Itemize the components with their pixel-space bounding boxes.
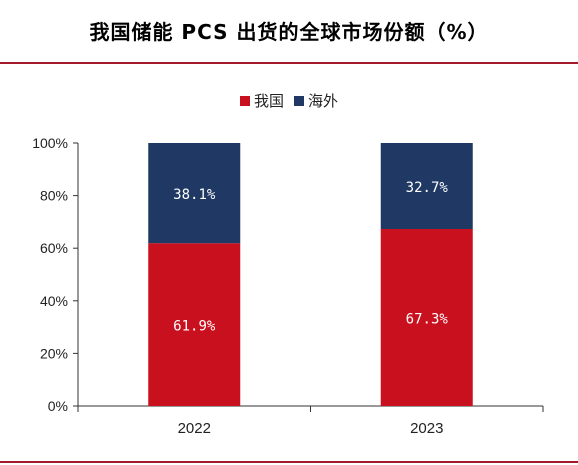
- chart-legend: 我国 海外: [0, 90, 578, 111]
- legend-item-overseas: 海外: [294, 90, 338, 111]
- data-label-domestic-2023: 67.3%: [406, 312, 449, 328]
- bar-overseas-2022: [148, 143, 241, 244]
- data-label-overseas-2022: 38.1%: [173, 187, 216, 203]
- legend-swatch-domestic: [239, 95, 250, 106]
- data-label-domestic-2022: 61.9%: [173, 319, 216, 335]
- x-tick-label-2022: 2022: [178, 420, 211, 437]
- legend-item-domestic: 我国: [239, 90, 284, 111]
- x-tick-label-2023: 2023: [410, 420, 443, 437]
- chart-title: 我国储能 PCS 出货的全球市场份额（%）: [89, 20, 489, 44]
- data-label-overseas-2023: 32.7%: [406, 180, 449, 196]
- bottom-divider: [0, 461, 578, 463]
- legend-swatch-overseas: [294, 95, 304, 106]
- y-tick-label: 20%: [40, 345, 68, 361]
- bar-domestic-2022: [148, 243, 241, 406]
- bar-domestic-2023: [380, 229, 473, 406]
- chart-title-bar: 我国储能 PCS 出货的全球市场份额（%）: [0, 0, 578, 62]
- legend-label-domestic: 我国: [253, 92, 284, 110]
- y-tick-label: 60%: [40, 240, 68, 256]
- bar-overseas-2023: [380, 143, 473, 230]
- y-tick-label: 80%: [40, 188, 68, 204]
- legend-label-overseas: 海外: [308, 92, 339, 110]
- y-tick-label: 40%: [40, 293, 68, 309]
- y-tick-label: 100%: [32, 135, 68, 151]
- title-divider: [0, 62, 578, 64]
- y-tick-label: 0%: [48, 398, 68, 414]
